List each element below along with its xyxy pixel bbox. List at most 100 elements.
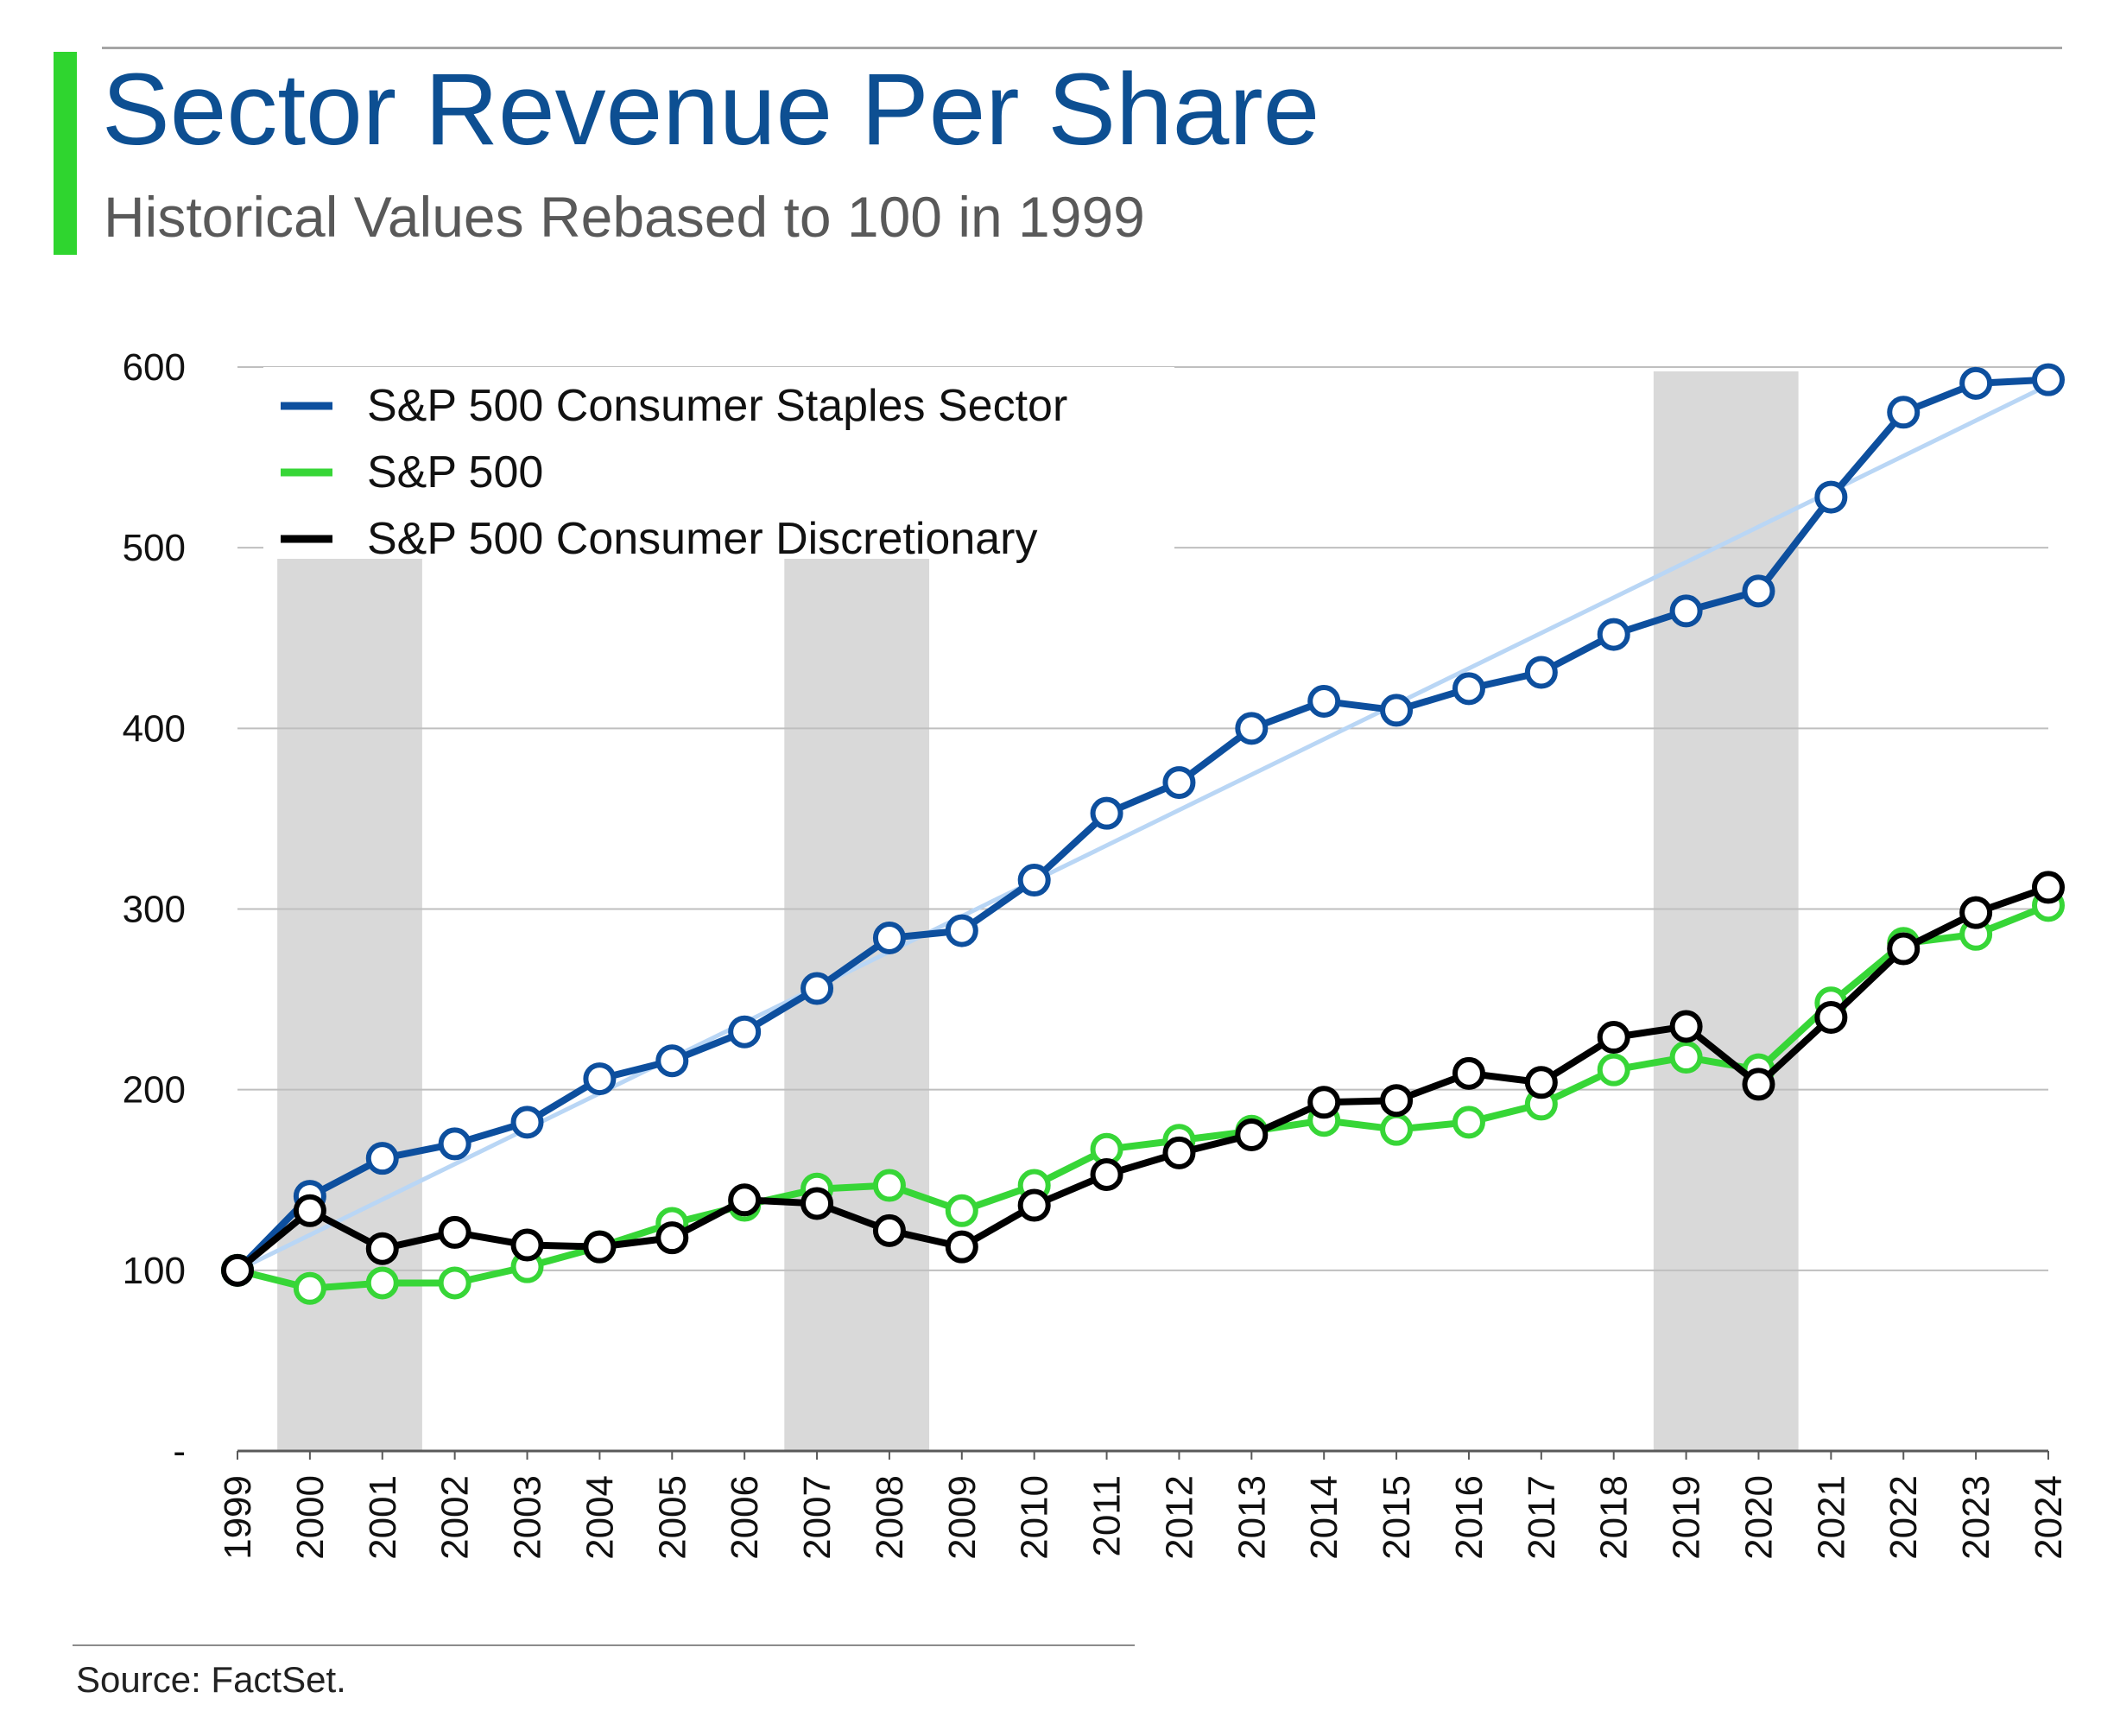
data-point-staples — [1524, 656, 1558, 689]
data-point-staples — [1959, 366, 1993, 400]
x-tick-label: 2024 — [2028, 1475, 2070, 1560]
x-tick-label: 2021 — [1810, 1475, 1852, 1560]
data-point-staples — [1090, 796, 1123, 830]
data-point-discretionary — [1452, 1056, 1485, 1090]
data-point-discretionary — [1669, 1010, 1703, 1043]
data-point-staples — [583, 1062, 617, 1096]
data-point-discretionary — [1017, 1188, 1051, 1222]
y-tick-label: 600 — [123, 346, 186, 389]
data-point-discretionary — [583, 1230, 617, 1264]
x-tick-label: 2014 — [1303, 1475, 1345, 1560]
data-point-discretionary — [438, 1215, 471, 1249]
data-point-discretionary — [365, 1232, 399, 1265]
data-point-staples — [945, 914, 978, 947]
x-tick-label: 2001 — [362, 1475, 404, 1560]
data-point-staples — [365, 1142, 399, 1175]
data-point-staples — [1162, 766, 1196, 800]
data-point-discretionary — [1597, 1021, 1630, 1055]
data-point-sp500 — [1597, 1053, 1630, 1087]
y-tick-label: 100 — [123, 1250, 186, 1292]
data-point-staples — [1380, 694, 1414, 727]
data-point-discretionary — [728, 1183, 762, 1217]
data-point-sp500 — [293, 1271, 326, 1305]
data-point-staples — [438, 1127, 471, 1161]
data-point-staples — [1307, 684, 1341, 718]
data-point-staples — [1597, 618, 1630, 651]
x-tick-label: 2007 — [796, 1475, 839, 1560]
data-point-sp500 — [872, 1169, 906, 1202]
data-point-discretionary — [1090, 1157, 1123, 1191]
x-tick-label: 2022 — [1883, 1475, 1925, 1560]
x-tick-label: 2018 — [1593, 1475, 1636, 1560]
data-point-staples — [1452, 672, 1485, 706]
data-point-staples — [1887, 396, 1921, 429]
data-point-sp500 — [945, 1194, 978, 1227]
data-point-discretionary — [1235, 1118, 1269, 1151]
data-point-discretionary — [293, 1194, 326, 1227]
x-tick-label: 2002 — [434, 1475, 477, 1560]
data-point-discretionary — [872, 1213, 906, 1247]
data-point-discretionary — [1814, 1001, 1848, 1034]
x-tick-label: 2000 — [289, 1475, 332, 1560]
top-rule — [102, 47, 2062, 49]
data-point-staples — [872, 921, 906, 954]
data-point-discretionary — [221, 1253, 254, 1287]
data-point-discretionary — [510, 1228, 544, 1262]
x-tick-label: 2020 — [1737, 1475, 1780, 1560]
y-tick-label: - — [173, 1430, 186, 1473]
data-point-discretionary — [1162, 1136, 1196, 1169]
recession-shade-2019-2020 — [1653, 371, 1799, 1451]
x-tick-label: 2005 — [651, 1475, 693, 1560]
data-point-staples — [655, 1044, 689, 1078]
legend-label-staples: S&P 500 Consumer Staples Sector — [367, 381, 1067, 431]
x-tick-label: 2006 — [724, 1475, 766, 1560]
legend-box — [263, 367, 1174, 559]
data-point-staples — [1669, 594, 1703, 628]
data-point-staples — [1742, 574, 1775, 608]
data-point-discretionary — [801, 1187, 834, 1220]
data-point-discretionary — [655, 1221, 689, 1255]
data-point-discretionary — [945, 1230, 978, 1264]
data-point-discretionary — [1380, 1084, 1414, 1118]
data-point-discretionary — [1887, 932, 1921, 966]
data-point-staples — [1235, 712, 1269, 745]
x-tick-label: 2003 — [507, 1475, 549, 1560]
data-point-staples — [1814, 480, 1848, 514]
data-point-sp500 — [365, 1266, 399, 1300]
x-tick-label: 2010 — [1014, 1475, 1056, 1560]
y-tick-label: 500 — [123, 527, 186, 569]
accent-bar — [54, 52, 77, 255]
source-rule — [73, 1644, 1135, 1646]
data-point-staples — [728, 1015, 762, 1049]
x-tick-label: 2011 — [1086, 1475, 1129, 1557]
legend-label-discretionary: S&P 500 Consumer Discretionary — [367, 514, 1038, 564]
data-point-staples — [1017, 864, 1051, 897]
x-tick-label: 2015 — [1376, 1475, 1418, 1560]
y-tick-label: 400 — [123, 707, 186, 750]
chart-title: Sector Revenue Per Share — [102, 53, 1320, 167]
data-point-sp500 — [438, 1266, 471, 1300]
data-point-discretionary — [1959, 896, 1993, 929]
data-point-discretionary — [2032, 871, 2065, 904]
chart-subtitle: Historical Values Rebased to 100 in 1999 — [104, 185, 1145, 249]
x-tick-label: 2023 — [1955, 1475, 1997, 1560]
source-note: Source: FactSet. — [76, 1659, 346, 1700]
data-point-sp500 — [1669, 1041, 1703, 1074]
x-tick-label: 2008 — [869, 1475, 911, 1560]
data-point-sp500 — [1380, 1112, 1414, 1146]
data-point-staples — [2032, 363, 2065, 396]
x-tick-label: 2017 — [1521, 1475, 1563, 1560]
data-point-staples — [801, 972, 834, 1005]
data-point-staples — [510, 1106, 544, 1139]
legend-label-sp500: S&P 500 — [367, 447, 543, 497]
x-tick-label: 2013 — [1231, 1475, 1273, 1560]
data-point-sp500 — [1452, 1106, 1485, 1139]
y-tick-label: 200 — [123, 1069, 186, 1112]
data-point-discretionary — [1524, 1066, 1558, 1099]
x-tick-label: 2016 — [1448, 1475, 1490, 1560]
x-tick-label: 2009 — [941, 1475, 984, 1560]
x-tick-label: 2012 — [1158, 1475, 1200, 1560]
y-tick-label: 300 — [123, 889, 186, 931]
x-tick-label: 2019 — [1666, 1475, 1708, 1560]
